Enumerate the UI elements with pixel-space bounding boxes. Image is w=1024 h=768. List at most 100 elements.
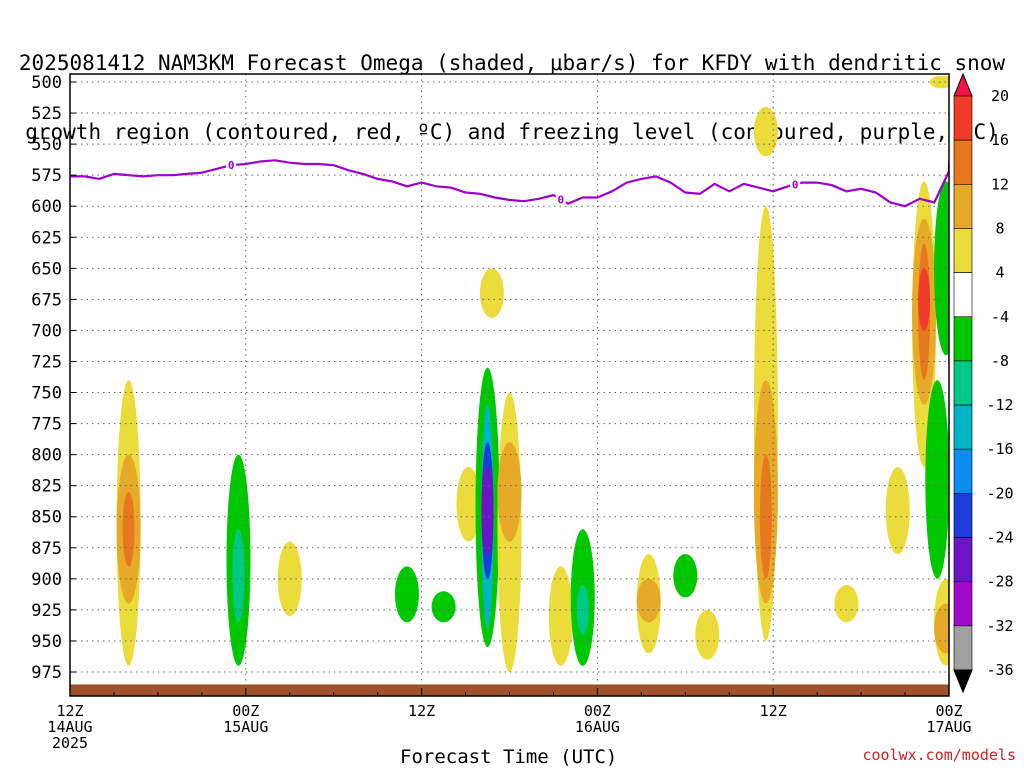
colorbar-label-12: -32 — [986, 617, 1013, 635]
y-tick-label-825: 825 — [31, 477, 62, 497]
x-tick-label-60-1: 17AUG — [926, 718, 971, 736]
colorbar-segment-11 — [953, 581, 973, 627]
x-tick-label-0-0: 12Z — [56, 702, 83, 720]
colorbar-segment-0 — [953, 95, 973, 141]
y-tick-label-550: 550 — [31, 135, 62, 155]
omega-blob-15 — [479, 268, 504, 318]
y-tick-label-750: 750 — [31, 384, 62, 404]
freezing-label-bg-0 — [226, 158, 237, 172]
freezing-level-label-0: 0 — [228, 159, 235, 172]
colorbar-segment-12 — [953, 625, 973, 671]
omega-shading-layer — [116, 75, 949, 672]
omega-blob-20 — [636, 578, 661, 623]
x-tick-label-0-1: 14AUG — [47, 718, 92, 736]
colorbar-segment-10 — [953, 537, 973, 582]
grid-layer — [70, 74, 949, 696]
y-tick-label-625: 625 — [31, 228, 62, 248]
omega-blob-31 — [918, 268, 931, 331]
colorbar-label-9: -20 — [986, 484, 1013, 502]
omega-blob-32 — [885, 467, 910, 554]
colorbar-bottom-arrow — [953, 669, 973, 694]
ground-layer — [70, 684, 949, 696]
freezing-level-label-2: 0 — [792, 178, 799, 191]
colorbar-label-5: -4 — [991, 308, 1009, 326]
colorbar-label-6: -8 — [991, 352, 1009, 370]
source-credit: coolwx.com/models — [862, 746, 1016, 764]
ground-surface — [70, 684, 949, 696]
colorbar-top-arrow — [953, 72, 973, 97]
chart-title-line-1: 2025081412 NAM3KM Forecast Omega (shaded… — [18, 51, 1006, 75]
colorbar-label-4: 4 — [995, 264, 1004, 282]
omega-blob-7 — [431, 591, 456, 623]
colorbar-segment-1 — [953, 139, 973, 185]
omega-blob-23 — [753, 106, 778, 157]
y-tick-label-525: 525 — [31, 104, 62, 124]
colorbar-segment-6 — [953, 360, 973, 406]
y-tick-label-775: 775 — [31, 415, 62, 435]
x-axis-title: Forecast Time (UTC) — [400, 746, 618, 768]
omega-blob-4 — [232, 529, 245, 623]
omega-blob-21 — [673, 554, 698, 598]
colorbar: 20 16 12 8 4 -4 -8 -12 -16 -20 -24 -28 -32 -36 — [953, 72, 1014, 694]
omega-blob-33 — [925, 380, 949, 579]
colorbar-label-1: 16 — [991, 131, 1009, 149]
y-tick-label-500: 500 — [31, 73, 62, 93]
colorbar-label-3: 8 — [995, 219, 1004, 237]
colorbar-segment-2 — [953, 184, 973, 229]
y-tick-label-950: 950 — [31, 632, 62, 652]
colorbar-label-8: -16 — [986, 440, 1013, 458]
omega-blob-6 — [394, 566, 419, 623]
y-tick-label-925: 925 — [31, 601, 62, 621]
freezing-label-bg-1 — [555, 192, 566, 206]
colorbar-segment-4 — [953, 272, 973, 318]
omega-blob-22 — [695, 609, 720, 660]
y-tick-label-875: 875 — [31, 539, 62, 559]
x-tick-label-12-1: 15AUG — [223, 718, 268, 736]
y-tick-label-650: 650 — [31, 259, 62, 279]
chart-title-line-2: growth region (contoured, red, ºC) and f… — [25, 120, 999, 144]
colorbar-segment-9 — [953, 493, 973, 538]
y-tick-label-850: 850 — [31, 508, 62, 528]
x-tick-label-60-0: 00Z — [935, 702, 962, 720]
freezing-level-label-1: 0 — [557, 193, 564, 206]
y-axis: 500 525 550 575 600 625 650 675 700 725 750 775 800 8… — [31, 73, 76, 683]
colorbar-label-11: -28 — [986, 573, 1013, 591]
omega-blob-5 — [277, 541, 302, 617]
y-tick-label-725: 725 — [31, 352, 62, 372]
colorbar-label-0: 20 — [991, 87, 1009, 105]
freezing-label-bg-2 — [790, 177, 801, 191]
colorbar-label-13: -36 — [986, 661, 1013, 679]
x-tick-label-12-0: 00Z — [232, 702, 259, 720]
omega-blob-16 — [548, 566, 573, 666]
omega-blob-34 — [934, 181, 949, 356]
omega-blob-14 — [497, 442, 522, 542]
freezing-level-layer: 0 0 0 — [70, 158, 949, 208]
omega-blob-2 — [122, 491, 135, 567]
x-tick-label-24-0: 12Z — [408, 702, 435, 720]
colorbar-segment-5 — [953, 316, 973, 362]
y-tick-label-600: 600 — [31, 197, 62, 217]
colorbar-segment-8 — [953, 448, 973, 494]
x-tick-label-0-2: 2025 — [52, 734, 88, 752]
colorbar-label-7: -12 — [986, 396, 1013, 414]
y-tick-label-700: 700 — [31, 321, 62, 341]
y-tick-label-975: 975 — [31, 663, 62, 683]
omega-blob-26 — [759, 454, 772, 579]
freezing-level-line — [70, 159, 949, 208]
y-tick-label-675: 675 — [31, 290, 62, 310]
omega-blob-12 — [481, 467, 494, 554]
x-tick-label-36-1: 16AUG — [575, 718, 620, 736]
colorbar-segment-7 — [953, 404, 973, 450]
y-tick-label-575: 575 — [31, 166, 62, 186]
colorbar-label-2: 12 — [991, 175, 1009, 193]
colorbar-label-10: -24 — [986, 529, 1013, 547]
y-tick-label-900: 900 — [31, 570, 62, 590]
y-tick-label-800: 800 — [31, 446, 62, 466]
chart-title: 2025081412 NAM3KM Forecast Omega (shaded… — [0, 6, 1024, 167]
omega-blob-37 — [929, 75, 949, 89]
omega-blob-8 — [456, 467, 481, 542]
omega-blob-27 — [834, 585, 859, 623]
x-tick-label-48-0: 12Z — [760, 702, 787, 720]
